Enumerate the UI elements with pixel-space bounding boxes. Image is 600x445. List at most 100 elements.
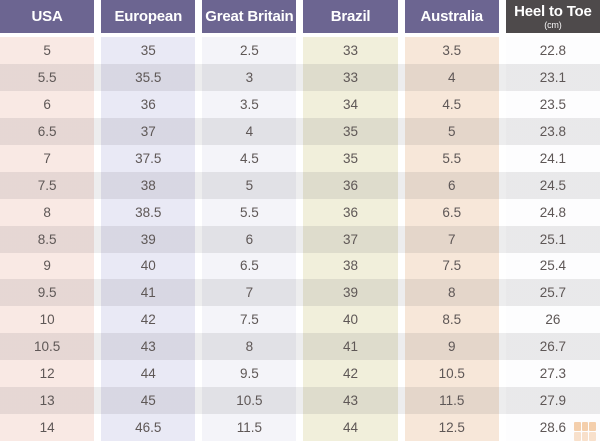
table-cell: 10.5 (0, 333, 95, 361)
table-cell: 24.8 (505, 198, 600, 226)
table-row: 14 46.5 11.5 44 12.5 28.6 (0, 414, 600, 442)
column-header-brazil: Brazil (303, 0, 398, 33)
table-row: 8.5 39 6 37 7 25.1 (0, 225, 600, 253)
table-cell: 44 (303, 414, 398, 442)
table-cell: 46.5 (101, 414, 196, 442)
table-row: 9.5 41 7 39 8 25.7 (0, 279, 600, 307)
table-cell: 2.5 (202, 37, 297, 64)
table-cell: 5 (202, 171, 297, 199)
table-cell: 4.5 (202, 144, 297, 172)
table-cell: 6 (0, 90, 95, 118)
table-row: 10.5 43 8 41 9 26.7 (0, 333, 600, 361)
table-cell: 37.5 (101, 144, 196, 172)
column-header-label: European (114, 8, 183, 25)
table-cell: 34 (303, 90, 398, 118)
table-row: 6 36 3.5 34 4.5 23.5 (0, 90, 600, 118)
table-cell: 27.9 (505, 387, 600, 415)
table-cell: 36 (303, 198, 398, 226)
table-cell: 7.5 (404, 252, 499, 280)
table-cell: 24.1 (505, 144, 600, 172)
column-header-great-britain: Great Britain (202, 0, 297, 33)
table-cell: 40 (303, 306, 398, 334)
table-cell: 3 (202, 63, 297, 91)
table-cell: 10.5 (404, 360, 499, 388)
table-cell: 42 (303, 360, 398, 388)
table-cell: 5.5 (0, 63, 95, 91)
table-cell: 24.5 (505, 171, 600, 199)
table-cell: 39 (101, 225, 196, 253)
table-cell: 23.5 (505, 90, 600, 118)
table-cell: 3.5 (202, 90, 297, 118)
table-cell: 5 (0, 37, 95, 64)
table-row: 7 37.5 4.5 35 5.5 24.1 (0, 144, 600, 172)
table-cell: 8 (0, 198, 95, 226)
table-cell: 5.5 (202, 198, 297, 226)
column-header-australia: Australia (404, 0, 499, 33)
table-cell: 26 (505, 306, 600, 334)
column-header-label: Great Britain (205, 8, 294, 25)
table-cell: 41 (303, 333, 398, 361)
table-cell: 42 (101, 306, 196, 334)
table-header-row: USA European Great Britain Brazil Austra… (0, 0, 600, 33)
table-cell: 4 (404, 63, 499, 91)
table-cell: 6.5 (404, 198, 499, 226)
table-row: 5.5 35.5 3 33 4 23.1 (0, 63, 600, 91)
table-row: 10 42 7.5 40 8.5 26 (0, 306, 600, 334)
table-cell: 9 (0, 252, 95, 280)
column-header-label: Brazil (330, 8, 371, 25)
table-row: 6.5 37 4 35 5 23.8 (0, 117, 600, 145)
table-cell: 38 (303, 252, 398, 280)
table-cell: 13 (0, 387, 95, 415)
table-cell: 35 (303, 117, 398, 145)
table-cell: 6 (202, 225, 297, 253)
table-cell: 36 (303, 171, 398, 199)
column-header-unit-label: (cm) (544, 19, 562, 30)
table-cell: 28.6 (505, 414, 600, 442)
table-cell: 7.5 (202, 306, 297, 334)
table-cell: 43 (101, 333, 196, 361)
table-cell: 9.5 (202, 360, 297, 388)
table-cell: 12.5 (404, 414, 499, 442)
table-cell: 10.5 (202, 387, 297, 415)
table-body: 5 35 2.5 33 3.5 22.8 5.5 35.5 3 33 4 23.1 6 36 3.5 34 4.… (0, 37, 600, 445)
table-cell: 7 (0, 144, 95, 172)
table-row: 8 38.5 5.5 36 6.5 24.8 (0, 198, 600, 226)
table-cell: 4.5 (404, 90, 499, 118)
table-cell: 33 (303, 63, 398, 91)
watermark-block (589, 432, 596, 441)
column-header-label: Heel to Toe (514, 2, 592, 20)
table-cell: 35.5 (101, 63, 196, 91)
table-cell: 8.5 (0, 225, 95, 253)
table-cell: 4 (202, 117, 297, 145)
table-cell: 10 (0, 306, 95, 334)
table-cell: 11.5 (404, 387, 499, 415)
table-cell: 8 (202, 333, 297, 361)
watermark-block (574, 432, 581, 441)
table-cell: 40 (101, 252, 196, 280)
watermark-block (589, 422, 596, 431)
table-cell: 43 (303, 387, 398, 415)
table-cell: 35 (101, 37, 196, 64)
table-cell: 6.5 (202, 252, 297, 280)
table-cell: 7 (404, 225, 499, 253)
table-row: 5 35 2.5 33 3.5 22.8 (0, 37, 600, 64)
table-cell: 38.5 (101, 198, 196, 226)
table-cell: 44 (101, 360, 196, 388)
table-cell: 7 (202, 279, 297, 307)
table-cell: 23.8 (505, 117, 600, 145)
table-cell: 38 (101, 171, 196, 199)
table-cell: 3.5 (404, 37, 499, 64)
table-row: 7.5 38 5 36 6 24.5 (0, 171, 600, 199)
column-header-label: Australia (420, 8, 484, 25)
column-header-heel-to-toe: Heel to Toe (cm) (505, 0, 600, 33)
table-cell: 11.5 (202, 414, 297, 442)
column-header-usa: USA (0, 0, 95, 33)
table-cell: 25.1 (505, 225, 600, 253)
table-cell: 12 (0, 360, 95, 388)
table-cell: 8 (404, 279, 499, 307)
column-header-european: European (101, 0, 196, 33)
table-cell: 6.5 (0, 117, 95, 145)
table-cell: 7.5 (0, 171, 95, 199)
table-cell: 45 (101, 387, 196, 415)
table-cell: 6 (404, 171, 499, 199)
